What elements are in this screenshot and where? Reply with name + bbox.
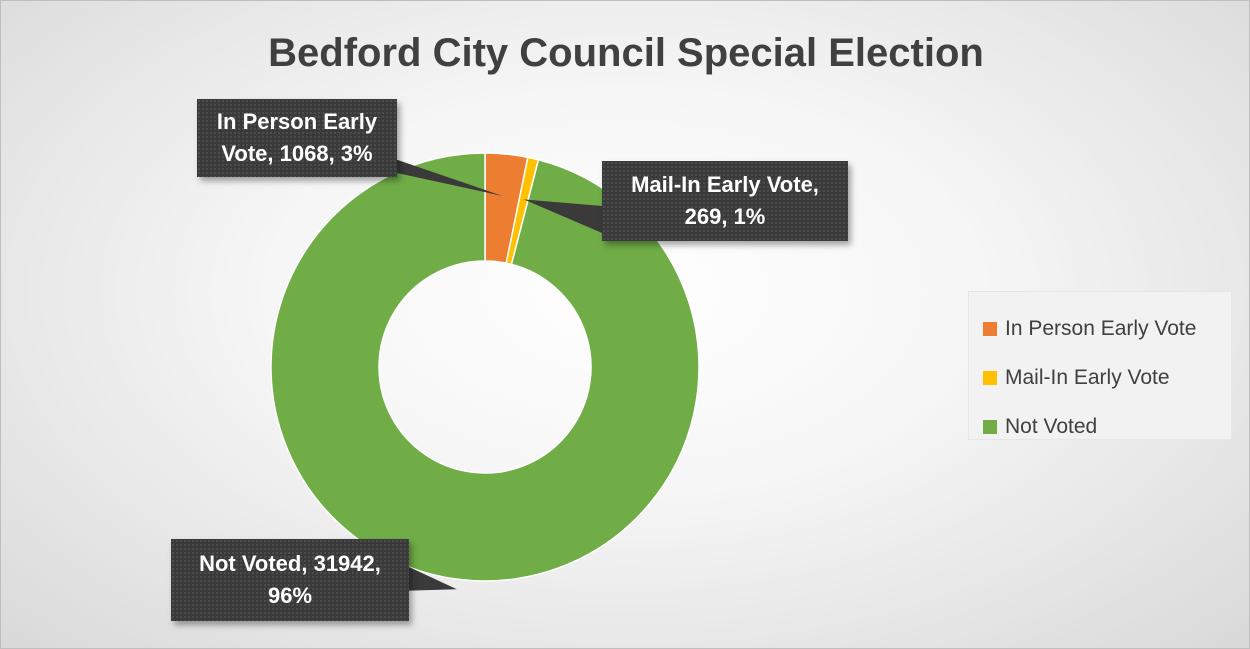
legend-item-not-voted: Not Voted (983, 402, 1231, 451)
data-label-leader-in-person-early-vote (389, 157, 503, 196)
data-label-not-voted-line2: 96% (267, 583, 313, 608)
legend-label-in-person: In Person Early Vote (1005, 316, 1197, 340)
data-label-leader-mail-in-early-vote (523, 199, 602, 233)
data-label-mail-in-line1: Mail-In Early Vote, (631, 172, 819, 197)
legend-swatch-mail-in (983, 370, 997, 385)
legend-swatch-not-voted (983, 419, 997, 434)
data-label-in-person-early-vote: In Person Early Vote, 1068, 3% (197, 99, 397, 177)
legend-label-mail-in: Mail-In Early Vote (1005, 365, 1170, 389)
legend-label-not-voted: Not Voted (1005, 414, 1098, 438)
data-label-mail-in-early-vote: Mail-In Early Vote, 269, 1% (602, 161, 848, 241)
chart-title: Bedford City Council Special Election (268, 31, 984, 75)
legend-swatch-in-person (983, 321, 997, 336)
data-label-not-voted-line1: Not Voted, 31942, (199, 551, 381, 576)
doughnut-slice-not-voted (270, 152, 700, 582)
data-label-in-person-line1: In Person Early (216, 109, 378, 134)
legend-item-in-person-early-vote: In Person Early Vote (983, 304, 1231, 353)
data-label-in-person-line2: Vote, 1068, 3% (221, 141, 373, 166)
legend: In Person Early Vote Mail-In Early Vote … (968, 291, 1232, 440)
data-label-leader-not-voted (397, 567, 457, 591)
data-label-mail-in-line2: 269, 1% (684, 204, 766, 229)
data-label-not-voted: Not Voted, 31942, 96% (171, 539, 409, 621)
legend-item-mail-in-early-vote: Mail-In Early Vote (983, 353, 1231, 402)
